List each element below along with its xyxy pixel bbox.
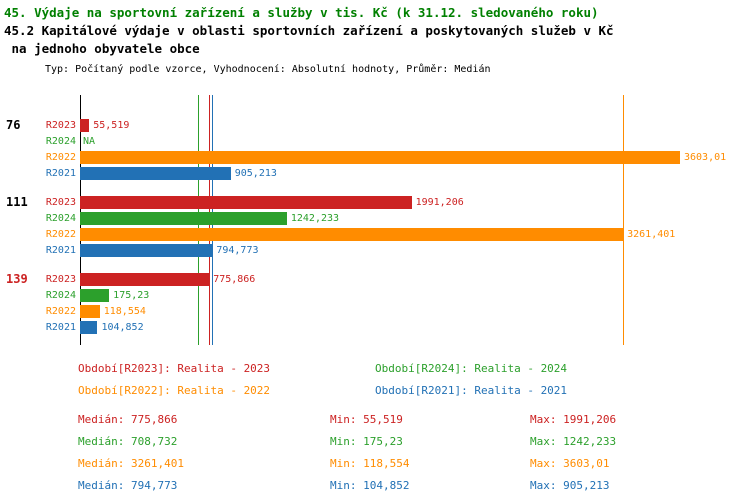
bar-value-111-R2023: 1991,206: [415, 197, 464, 208]
stat-max-R2024: Max: 1242,233: [530, 435, 617, 448]
bar-value-111-R2022: 3261,401: [627, 229, 676, 240]
stat-median-R2021: Medián: 794,773: [78, 479, 178, 492]
chart-title: 45. Výdaje na sportovní zařízení a služb…: [4, 5, 599, 20]
bar-value-139-R2024: 175,23: [113, 290, 150, 301]
stat-min-R2023: Min: 55,519: [330, 413, 403, 426]
stat-min-R2024: Min: 175,23: [330, 435, 403, 448]
chart-meta-line: Typ: Počítaný podle vzorce, Vyhodnocení:…: [45, 64, 491, 75]
stat-median-R2022: Medián: 3261,401: [78, 457, 184, 470]
bar-series-label-139-R2023: R2023: [45, 274, 76, 285]
group-label-111: 111: [6, 195, 28, 209]
bar-series-label-76-R2022: R2022: [45, 152, 76, 163]
legend-item-R2024: Období[R2024]: Realita - 2024: [375, 362, 568, 375]
bar-76-R2022: [80, 151, 680, 164]
bar-series-label-139-R2024: R2024: [45, 290, 76, 301]
legend-item-R2022: Období[R2022]: Realita - 2022: [78, 384, 271, 397]
median-line-R2022: [623, 95, 625, 345]
bar-value-139-R2022: 118,554: [103, 306, 146, 317]
bar-chart-area: 76 R2023 55,519 R2024 NA R2022 3603,01 R2021 905…: [0, 95, 750, 345]
bar-series-label-111-R2024: R2024: [45, 213, 76, 224]
bar-series-label-111-R2021: R2021: [45, 245, 76, 256]
bar-value-76-R2022: 3603,01: [684, 152, 727, 163]
bar-139-R2024: [80, 289, 110, 302]
bar-111-R2023: [80, 196, 412, 209]
bar-value-76-R2023: 55,519: [93, 120, 130, 131]
chart-subtitle-line1: 45.2 Kapitálové výdaje v oblasti sportov…: [4, 23, 614, 38]
bar-series-label-76-R2023: R2023: [45, 120, 76, 131]
stat-median-R2024: Medián: 708,732: [78, 435, 178, 448]
stat-max-R2021: Max: 905,213: [530, 479, 610, 492]
bar-76-R2021: [80, 167, 231, 180]
bar-value-76-R2021: 905,213: [234, 168, 277, 179]
stat-min-R2022: Min: 118,554: [330, 457, 410, 470]
bar-111-R2021: [80, 244, 213, 257]
group-label-76: 76: [6, 118, 21, 132]
legend-item-R2023: Období[R2023]: Realita - 2023: [78, 362, 271, 375]
bar-139-R2021: [80, 321, 98, 334]
bar-series-label-111-R2023: R2023: [45, 197, 76, 208]
bar-value-111-R2021: 794,773: [216, 245, 259, 256]
bar-111-R2022: [80, 228, 624, 241]
group-label-139: 139: [6, 272, 28, 286]
stat-max-R2023: Max: 1991,206: [530, 413, 617, 426]
bar-value-111-R2024: 1242,233: [290, 213, 340, 224]
bar-76-R2023: [80, 119, 90, 132]
stat-max-R2022: Max: 3603,01: [530, 457, 610, 470]
stat-median-R2023: Medián: 775,866: [78, 413, 178, 426]
stat-min-R2021: Min: 104,852: [330, 479, 410, 492]
chart-subtitle-line2: na jednoho obyvatele obce: [4, 41, 200, 56]
bar-value-na-76-R2024: NA: [83, 136, 96, 147]
bar-series-label-111-R2022: R2022: [45, 229, 76, 240]
chart-header: 45. Výdaje na sportovní zařízení a služb…: [4, 4, 614, 75]
bar-series-label-76-R2021: R2021: [45, 168, 76, 179]
chart-legend: Období[R2023]: Realita - 2023 Období[R202…: [0, 362, 750, 408]
bar-series-label-76-R2024: R2024: [45, 136, 76, 147]
bar-139-R2022: [80, 305, 100, 318]
bar-series-label-139-R2022: R2022: [45, 306, 76, 317]
bar-139-R2023: [80, 273, 210, 286]
bar-value-139-R2021: 104,852: [101, 322, 144, 333]
bar-series-label-139-R2021: R2021: [45, 322, 76, 333]
chart-stats: Medián: 775,866 Min: 55,519 Max: 1991,206 M…: [0, 413, 750, 498]
legend-item-R2021: Období[R2021]: Realita - 2021: [375, 384, 568, 397]
bar-111-R2024: [80, 212, 287, 225]
bar-value-139-R2023: 775,866: [213, 274, 256, 285]
